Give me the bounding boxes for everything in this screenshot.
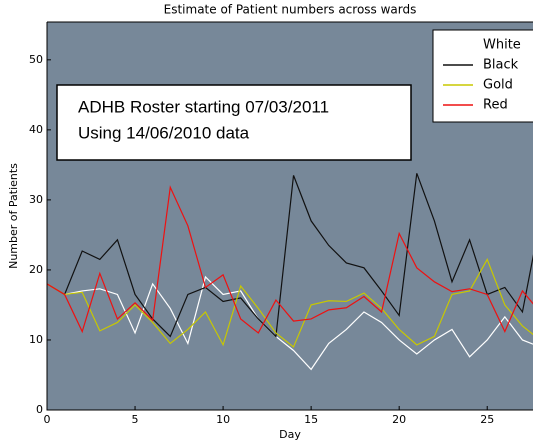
line — [47, 173, 533, 338]
legend-label: Red — [483, 98, 508, 113]
legend-label: White — [483, 38, 521, 53]
x-tick-label: 10 — [216, 413, 230, 426]
y-tick-label: 20 — [29, 263, 43, 276]
line — [47, 185, 533, 334]
y-tick-label: 30 — [29, 193, 43, 206]
annotation: ADHB Roster starting 07/03/2011 — [78, 97, 329, 116]
legend-label: Gold — [483, 78, 513, 93]
line — [47, 258, 533, 348]
chart-title: Estimate of Patient numbers across wards — [164, 3, 417, 17]
x-tick-label: 20 — [392, 413, 406, 426]
annotation: Using 14/06/2010 data — [78, 123, 250, 142]
legend-label: Black — [483, 58, 519, 73]
x-tick-label: 5 — [132, 413, 139, 426]
y-tick-label: 10 — [29, 333, 43, 346]
y-tick-label: 0 — [36, 403, 43, 416]
x-tick-label: 15 — [304, 413, 318, 426]
y-axis-label: Number of Patients — [7, 163, 20, 269]
line — [47, 275, 533, 371]
x-axis-label: Day — [279, 428, 301, 441]
x-tick-label: 25 — [480, 413, 494, 426]
annotation-box — [56, 84, 412, 161]
y-tick-label: 40 — [29, 123, 43, 136]
x-tick-label: 0 — [44, 413, 51, 426]
y-tick-label: 50 — [29, 53, 43, 66]
